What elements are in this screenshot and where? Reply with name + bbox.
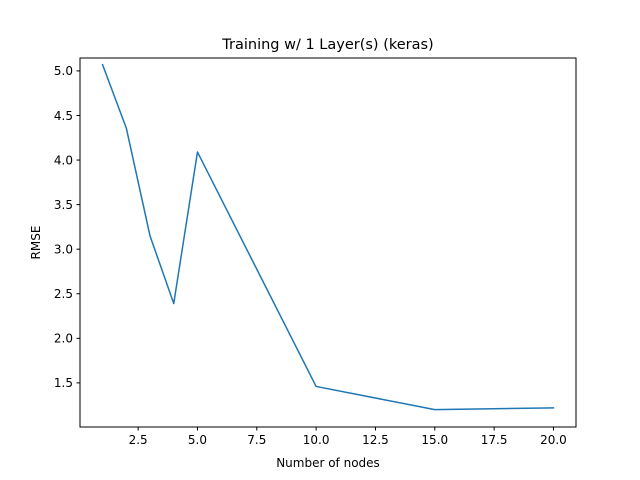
y-axis-ticks: 1.5 2.0 2.5 3.0 3.5 4.0 4.5 5.0 <box>54 64 80 390</box>
series-layer <box>101 63 555 411</box>
x-tick-label: 15.0 <box>421 433 448 447</box>
chart-title: Training w/ 1 Layer(s) (keras) <box>221 37 433 53</box>
y-tick-label: 3.0 <box>54 242 73 256</box>
y-tick-label: 5.0 <box>54 64 73 78</box>
plot-area-frame <box>79 57 577 428</box>
y-tick-label: 2.0 <box>54 332 73 346</box>
y-tick-label: 2.5 <box>54 287 73 301</box>
x-axis-ticks: 2.5 5.0 7.5 10.0 12.5 15.0 17.5 20.0 <box>129 427 567 447</box>
x-tick-label: 10.0 <box>303 433 330 447</box>
x-tick-label: 12.5 <box>362 433 389 447</box>
y-tick-label: 3.5 <box>54 198 73 212</box>
x-tick-label: 17.5 <box>481 433 508 447</box>
x-tick-label: 2.5 <box>129 433 148 447</box>
x-tick-label: 5.0 <box>188 433 207 447</box>
y-tick-label: 4.0 <box>54 153 73 167</box>
series-line <box>101 63 555 411</box>
y-tick-label: 4.5 <box>54 109 73 123</box>
y-axis-label: RMSE <box>29 226 43 260</box>
x-tick-label: 20.0 <box>540 433 567 447</box>
y-tick-label: 1.5 <box>54 376 73 390</box>
x-axis-label: Number of nodes <box>276 456 380 470</box>
x-tick-label: 7.5 <box>247 433 266 447</box>
